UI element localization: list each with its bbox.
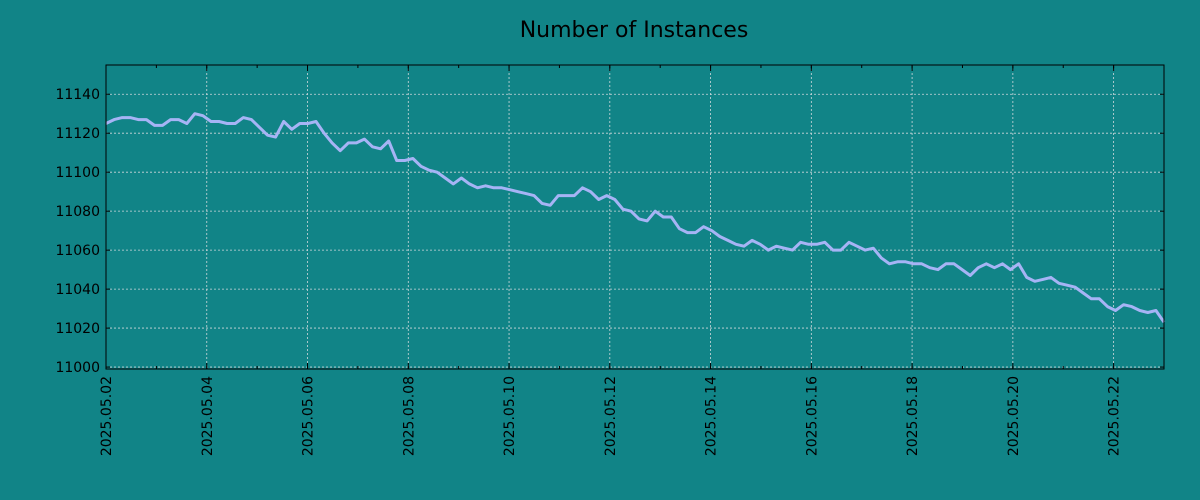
y-tick-label: 11120: [55, 126, 100, 142]
x-tick-label: 2025.05.18: [905, 376, 921, 456]
x-tick-label: 2025.05.04: [200, 376, 216, 456]
grid: [105, 65, 1164, 369]
chart-title: Number of Instances: [520, 18, 749, 43]
x-tick-label: 2025.05.02: [99, 376, 115, 456]
x-tick-label: 2025.05.12: [603, 376, 619, 456]
y-tick-label: 11080: [55, 204, 100, 220]
series-group: [105, 112, 1166, 324]
x-tick-label: 2025.05.20: [1006, 376, 1022, 456]
x-tick-label: 2025.05.22: [1107, 376, 1123, 456]
x-tick-label: 2025.05.10: [502, 376, 518, 456]
x-tick-label: 2025.05.08: [401, 376, 417, 456]
x-tick-label: 2025.05.14: [704, 376, 720, 456]
y-tick-label: 11000: [55, 360, 100, 376]
y-tick-label: 11060: [55, 243, 100, 259]
y-axis: 11000 11020 11040 11060 11080 11100 11120 11140: [55, 87, 1164, 376]
y-tick-label: 11140: [55, 87, 100, 103]
plot-frame: [105, 64, 1165, 370]
x-axis: 2025.05.02 2025.05.04 2025.05.06 2025.05.08…: [99, 65, 1165, 456]
y-tick-label: 11020: [55, 321, 100, 337]
x-tick-label: 2025.05.06: [301, 376, 317, 456]
x-tick-label: 2025.05.16: [804, 376, 820, 456]
y-tick-label: 11040: [55, 282, 100, 298]
series-line: [105, 112, 1166, 324]
y-tick-label: 11100: [55, 165, 100, 181]
